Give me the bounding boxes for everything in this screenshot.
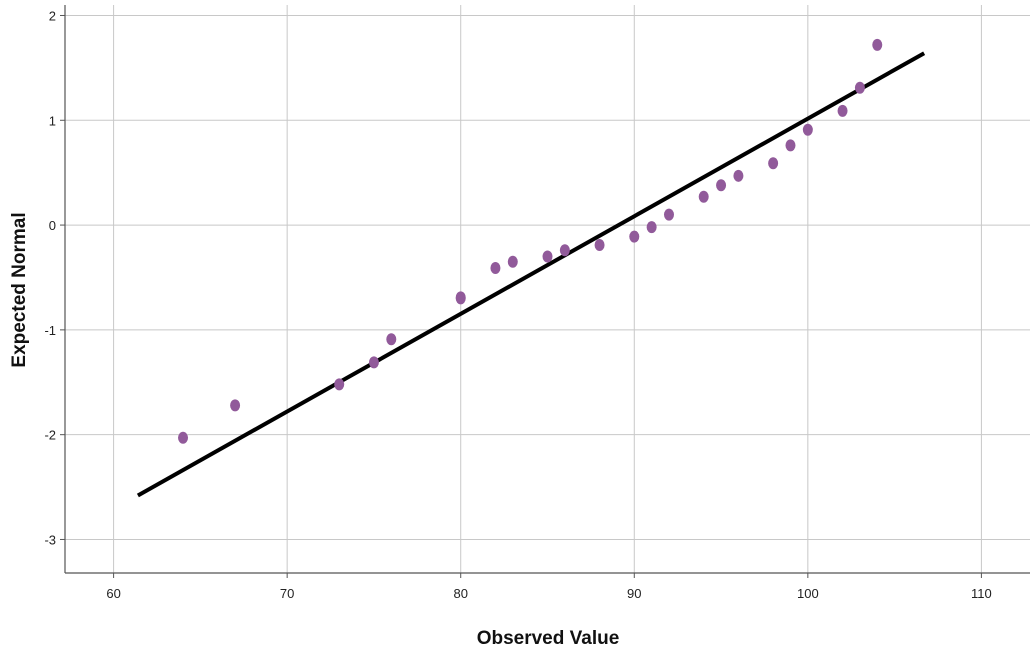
x-tick-label: 90: [627, 586, 641, 601]
x-tick-label: 70: [280, 586, 294, 601]
data-point: [768, 157, 779, 170]
axes: [60, 5, 1030, 578]
y-tick-label: -2: [44, 428, 56, 443]
data-point: [785, 139, 796, 152]
y-tick-label: 1: [49, 113, 56, 128]
data-point: [837, 104, 848, 117]
x-tick-label: 60: [106, 586, 120, 601]
data-point: [733, 169, 744, 182]
data-point: [629, 230, 640, 243]
x-tick-label: 100: [797, 586, 819, 601]
x-tick-label: 80: [453, 586, 467, 601]
data-point: [386, 333, 397, 346]
data-point: [542, 250, 553, 263]
data-point: [559, 244, 570, 257]
data-point: [854, 81, 865, 94]
y-axis-title: Expected Normal: [9, 212, 30, 367]
data-point: [490, 262, 501, 275]
y-tick-label: 0: [49, 218, 56, 233]
y-tick-label: 2: [49, 8, 56, 23]
data-point: [178, 431, 189, 444]
tick-labels: 60 70 80 90 100 110 2 1 0 -1 -2 -3: [44, 8, 991, 601]
data-points: [178, 38, 883, 444]
gridlines: [65, 5, 1030, 573]
data-point: [507, 255, 518, 268]
data-point: [716, 179, 727, 192]
data-point: [663, 208, 674, 221]
y-tick-label: -1: [44, 323, 56, 338]
data-point: [698, 190, 709, 203]
reference-line-group: [136, 51, 926, 498]
data-point: [594, 238, 605, 251]
data-point: [455, 292, 466, 305]
data-point: [802, 123, 813, 136]
x-tick-label: 110: [971, 586, 992, 601]
data-point: [230, 399, 241, 412]
data-point: [872, 38, 883, 51]
x-axis-title: Observed Value: [477, 628, 620, 649]
reference-line: [136, 51, 926, 498]
data-point: [368, 356, 379, 369]
data-point: [646, 221, 657, 234]
y-tick-label: -3: [44, 532, 56, 547]
data-point: [334, 378, 345, 391]
